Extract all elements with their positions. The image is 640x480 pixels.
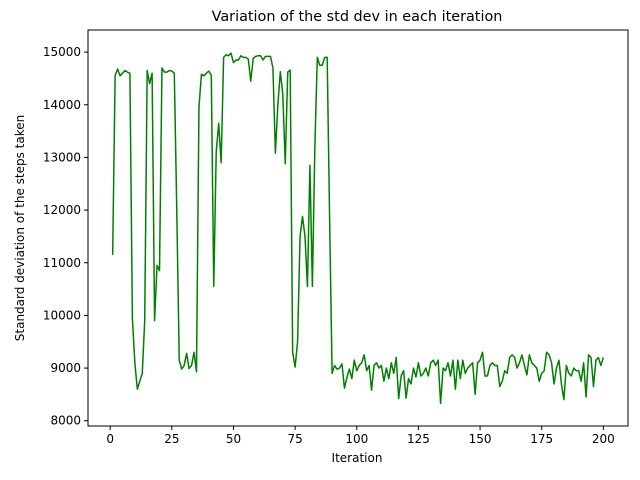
y-tick-label: 14000 [43, 98, 81, 112]
x-tick-label: 125 [407, 432, 430, 446]
y-tick-label: 11000 [43, 256, 81, 270]
data-line [111, 52, 605, 405]
y-axis-label: Standard deviation of the steps taken [13, 115, 27, 341]
chart-title: Variation of the std dev in each iterati… [212, 9, 503, 25]
y-tick-label: 13000 [43, 150, 81, 164]
x-tick-label: 0 [106, 432, 114, 446]
y-tick-label: 15000 [43, 45, 81, 59]
y-tick-label: 9000 [50, 361, 81, 375]
y-tick-label: 10000 [43, 308, 81, 322]
x-tick-label: 175 [530, 432, 553, 446]
x-tick-label: 200 [592, 432, 615, 446]
x-tick-label: 75 [287, 432, 302, 446]
y-tick-label: 8000 [50, 414, 81, 428]
x-tick-label: 25 [164, 432, 179, 446]
x-tick-label: 50 [226, 432, 241, 446]
x-axis-label: Iteration [332, 451, 383, 465]
plot-frame [87, 29, 629, 427]
x-tick-label: 100 [345, 432, 368, 446]
x-tick-label: 150 [469, 432, 492, 446]
y-tick-label: 12000 [43, 203, 81, 217]
